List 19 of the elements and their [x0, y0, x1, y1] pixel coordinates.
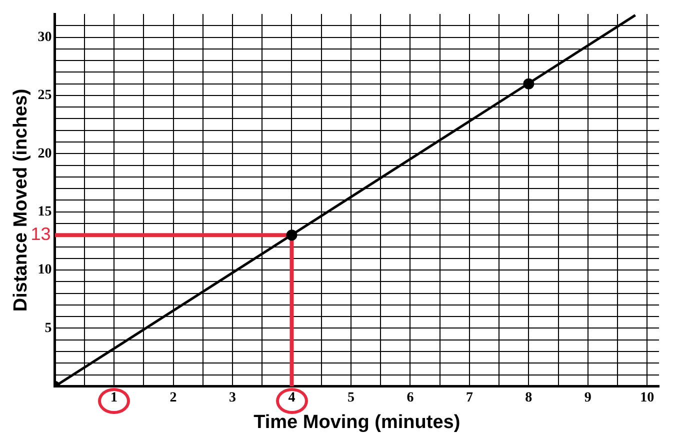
y-tick-label: 10	[38, 262, 52, 278]
x-tick-label: 2	[170, 390, 177, 406]
y-axis-title: Distance Moved (inches)	[10, 88, 32, 312]
x-tick-label: 1	[110, 390, 118, 406]
x-tick-label: 7	[466, 390, 473, 406]
x-tick-label: 10	[640, 390, 654, 406]
y-tick-label: 15	[38, 204, 52, 220]
annotation: 13	[30, 224, 51, 244]
y-tick-label: 5	[44, 320, 52, 336]
y-tick-label: 25	[38, 88, 52, 104]
x-tick-label: 9	[584, 390, 592, 406]
x-axis-title: Time Moving (minutes)	[254, 412, 460, 433]
y-tick-label: 20	[38, 146, 52, 162]
x-tick-label: 4	[288, 390, 296, 406]
x-tick-label: 3	[229, 390, 236, 406]
y-tick-label: 30	[38, 30, 52, 45]
x-tick-label: 8	[525, 390, 532, 406]
x-tick-label: 5	[347, 390, 354, 406]
x-tick-label: 6	[406, 390, 414, 406]
